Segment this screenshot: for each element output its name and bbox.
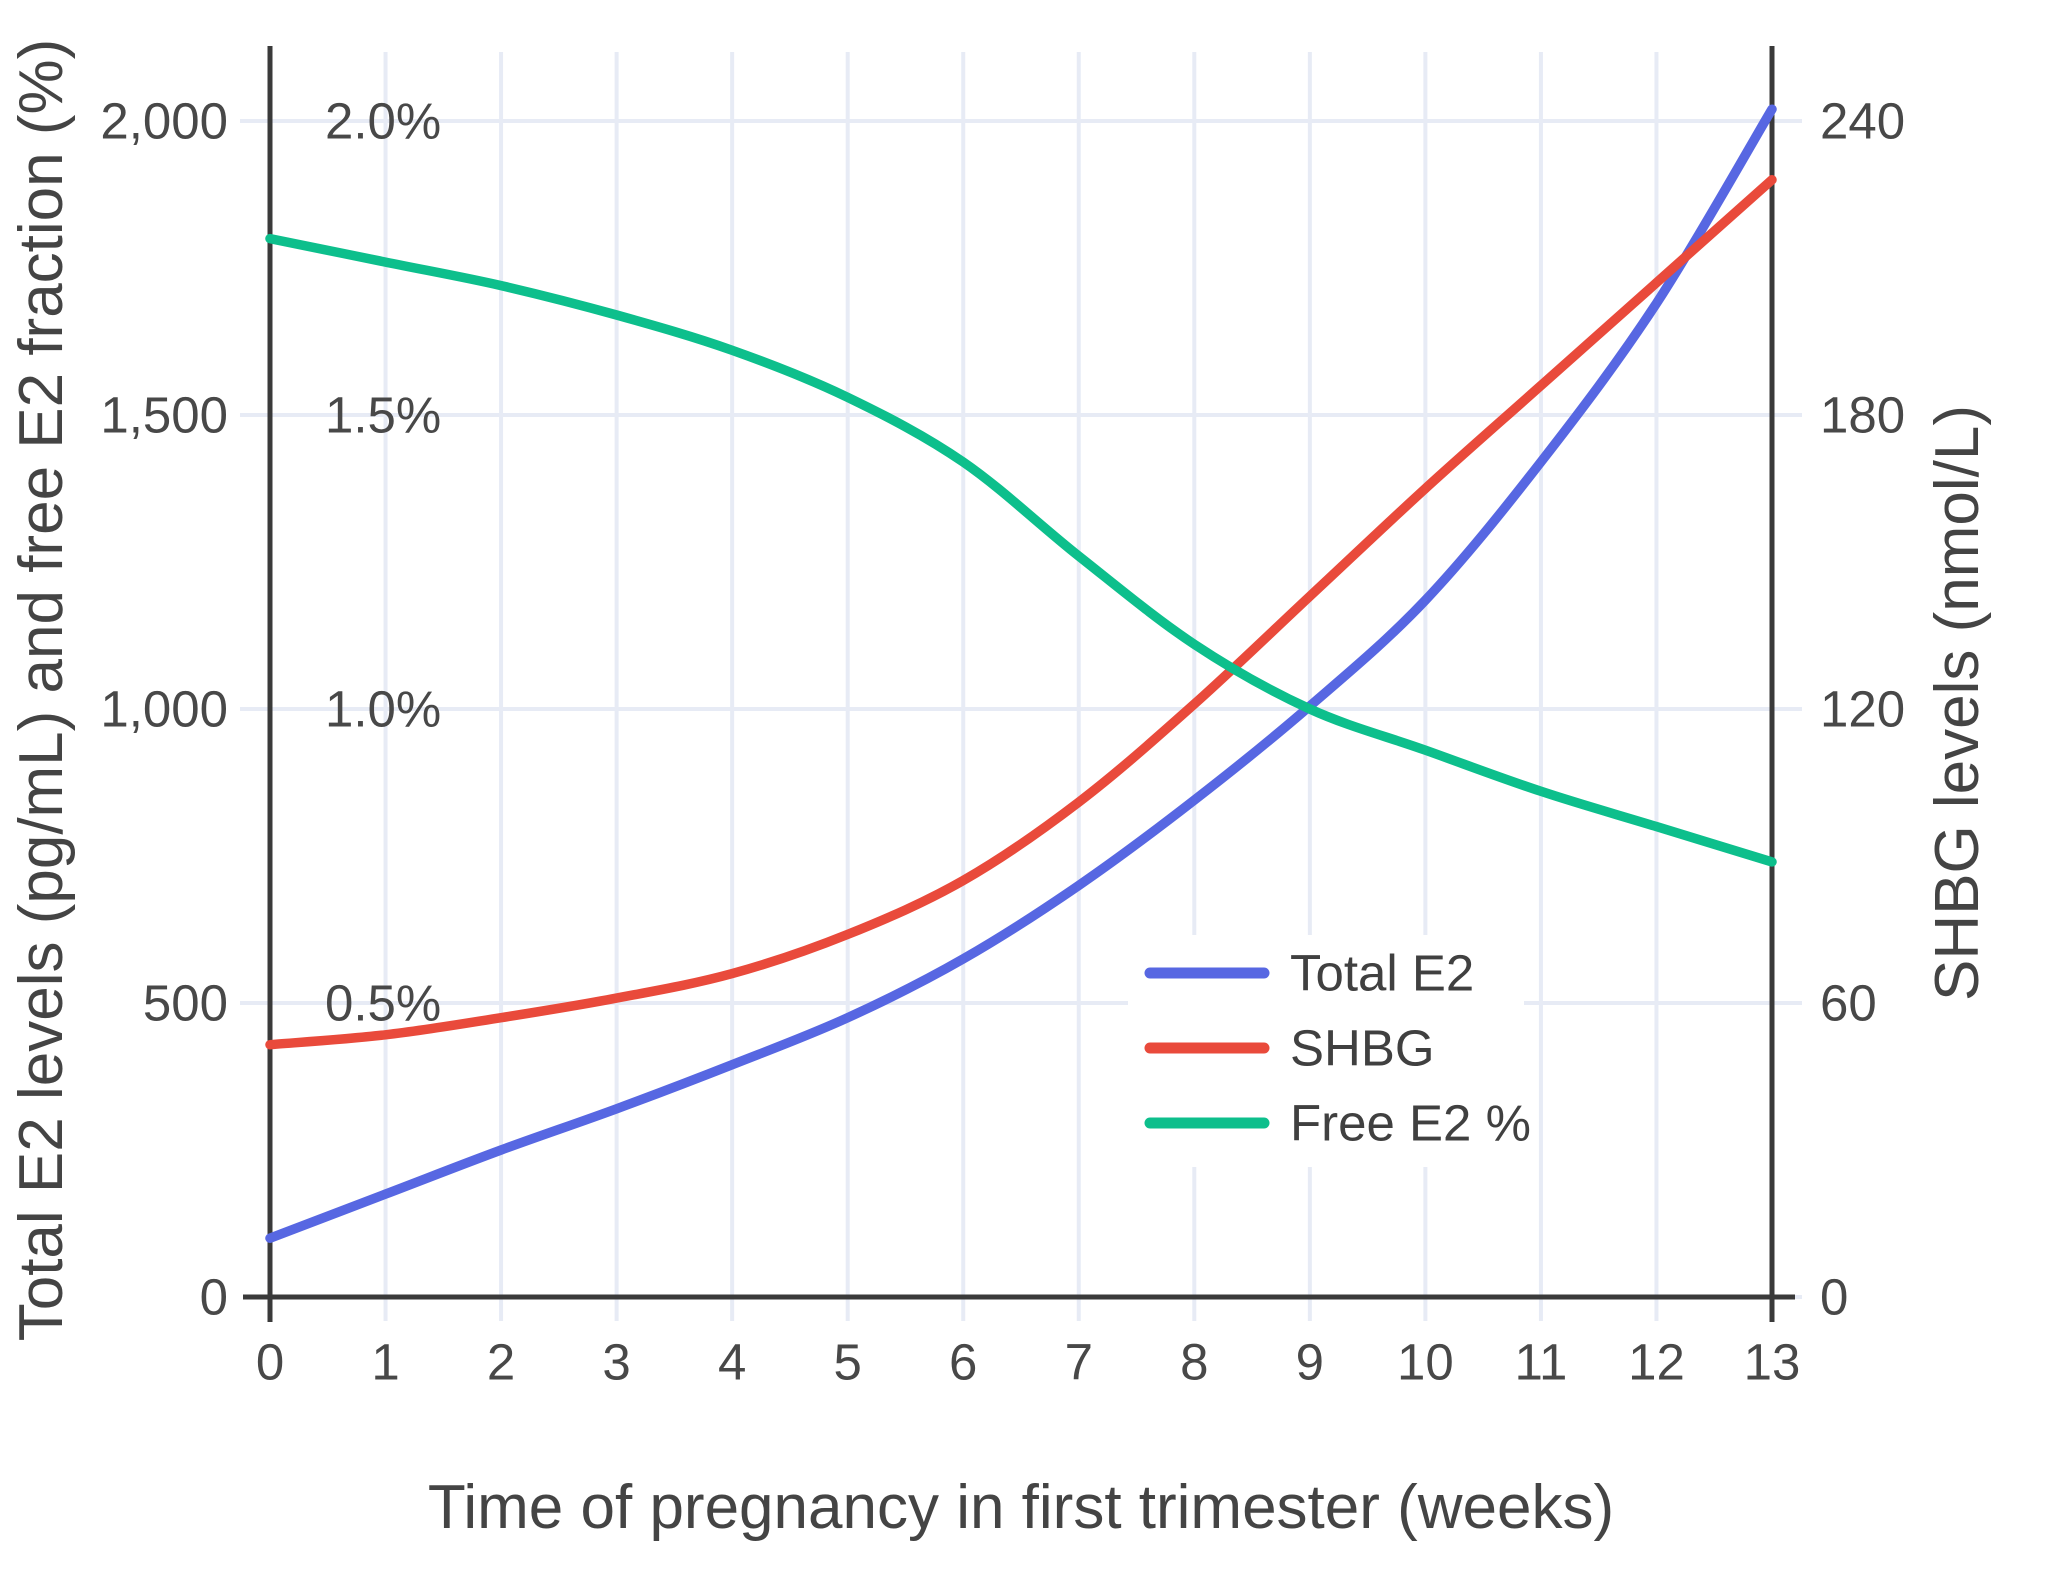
y-left-tick-label-1000: 1,000: [100, 681, 228, 738]
x-tick-label-6: 6: [949, 1334, 977, 1391]
series-line-shbg: [265, 175, 1777, 1050]
y-right-tick-label-120: 120: [1820, 681, 1905, 738]
legend-label-1: Total E2: [1290, 945, 1474, 1002]
x-tick-label-2: 2: [487, 1334, 515, 1391]
legend: Total E2 SHBG Free E2 %: [1128, 935, 1531, 1167]
percent-tick-label-0.5: 0.5%: [325, 975, 441, 1032]
x-tick-label-7: 7: [1065, 1334, 1093, 1391]
x-tick-label-10: 10: [1397, 1334, 1454, 1391]
x-tick-label-3: 3: [602, 1334, 630, 1391]
x-tick-label-9: 9: [1296, 1334, 1324, 1391]
x-tick-label-11: 11: [1514, 1334, 1567, 1391]
legend-item-free-e2-[interactable]: Free E2 %: [1144, 1095, 1531, 1152]
y-right-tick-label-240: 240: [1820, 93, 1905, 150]
percent-tick-label-1: 1.0%: [325, 681, 441, 738]
y-left-tick-label-500: 500: [143, 975, 228, 1032]
data-series-curves: [265, 104, 1777, 1243]
y-right-axis-title: SHBG levels (nmol/L): [1923, 405, 1992, 1001]
x-tick-label-8: 8: [1180, 1334, 1208, 1391]
legend-label-3: Free E2 %: [1290, 1095, 1531, 1152]
x-tick-label-13: 13: [1744, 1334, 1801, 1391]
y-left-tick-label-2000: 2,000: [100, 93, 228, 150]
legend-item-shbg[interactable]: SHBG: [1144, 1020, 1435, 1077]
y-right-tick-label-60: 60: [1820, 975, 1877, 1032]
legend-label-2: SHBG: [1290, 1020, 1435, 1077]
x-tick-label-12: 12: [1628, 1334, 1685, 1391]
x-tick-label-1: 1: [371, 1334, 399, 1391]
y-left-axis-title: Total E2 levels (pg/mL) and free E2 frac…: [7, 39, 76, 1342]
percent-tick-label-2: 2.0%: [325, 93, 441, 150]
y-right-tick-label-180: 180: [1820, 387, 1905, 444]
x-tick-label-4: 4: [718, 1334, 746, 1391]
axes: [243, 46, 1795, 1322]
y-right-tick-label-0: 0: [1820, 1269, 1848, 1326]
y-left-tick-label-0: 0: [200, 1269, 228, 1326]
gridlines: [240, 52, 1802, 1321]
legend-item-total-e2[interactable]: Total E2: [1144, 945, 1474, 1002]
series-line-total-e2: [265, 104, 1777, 1243]
x-axis-title: Time of pregnancy in first trimester (we…: [428, 1473, 1614, 1542]
series-line-free-e2-: [265, 233, 1777, 867]
x-tick-label-5: 5: [834, 1334, 862, 1391]
y-left-tick-label-1500: 1,500: [100, 387, 228, 444]
tick-labels: 0 1 2 3 4 5 6 7 8 9 10 11 12 1305001,0001,5002,0000.5…: [100, 93, 1905, 1391]
percent-tick-label-1.5: 1.5%: [325, 387, 441, 444]
x-tick-label-0: 0: [256, 1334, 284, 1391]
